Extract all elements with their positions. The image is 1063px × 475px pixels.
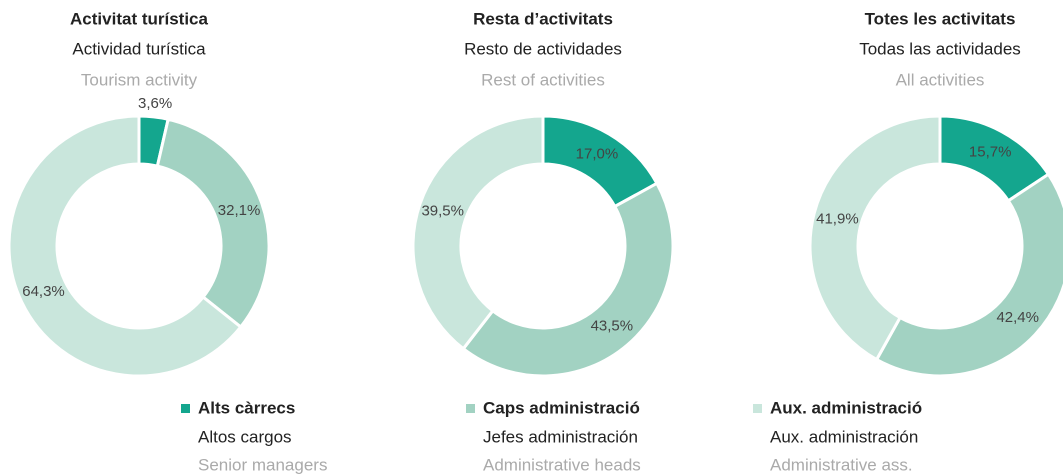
data-label: 17,0% xyxy=(576,146,619,163)
data-label: 39,5% xyxy=(421,203,464,220)
chart-title: Activitat turística xyxy=(70,9,208,28)
donut-slice xyxy=(874,172,1063,378)
donut-slice xyxy=(461,181,675,378)
data-label: 3,6% xyxy=(138,95,172,112)
legend-label: Aux. administració xyxy=(770,398,922,417)
legend-swatch xyxy=(466,404,475,413)
chart-subtitle: Todas las actividades xyxy=(859,39,1021,58)
legend-swatch xyxy=(753,404,762,413)
legend-label-en: Senior managers xyxy=(198,455,327,474)
data-label: 42,4% xyxy=(996,309,1039,326)
legend-label-es: Aux. administración xyxy=(770,427,918,446)
legend-label-en: Administrative heads xyxy=(483,455,641,474)
data-label: 32,1% xyxy=(218,202,261,219)
chart-subtitle: Actividad turística xyxy=(72,39,206,58)
legend-swatch xyxy=(181,404,190,413)
donut-slice xyxy=(155,117,271,330)
chart-title: Totes les activitats xyxy=(865,9,1016,28)
legend-label: Alts càrrecs xyxy=(198,398,295,417)
donut-slice xyxy=(808,114,942,362)
data-label: 41,9% xyxy=(816,210,859,227)
donut-slice xyxy=(7,114,243,378)
legend-label-es: Jefes administración xyxy=(483,427,638,446)
chart-subtitle: Resto de actividades xyxy=(464,39,622,58)
chart-subtitle-en: Tourism activity xyxy=(81,70,198,89)
chart-title: Resta d’activitats xyxy=(473,9,613,28)
chart-subtitle-en: All activities xyxy=(896,70,985,89)
legend-label-en: Administrative ass. xyxy=(770,455,913,474)
donut-slice xyxy=(411,114,545,351)
data-label: 43,5% xyxy=(591,318,634,335)
data-label: 64,3% xyxy=(22,283,65,300)
data-label: 15,7% xyxy=(969,144,1012,161)
legend-label-es: Altos cargos xyxy=(198,427,292,446)
legend-label: Caps administració xyxy=(483,398,640,417)
chart-subtitle-en: Rest of activities xyxy=(481,70,605,89)
